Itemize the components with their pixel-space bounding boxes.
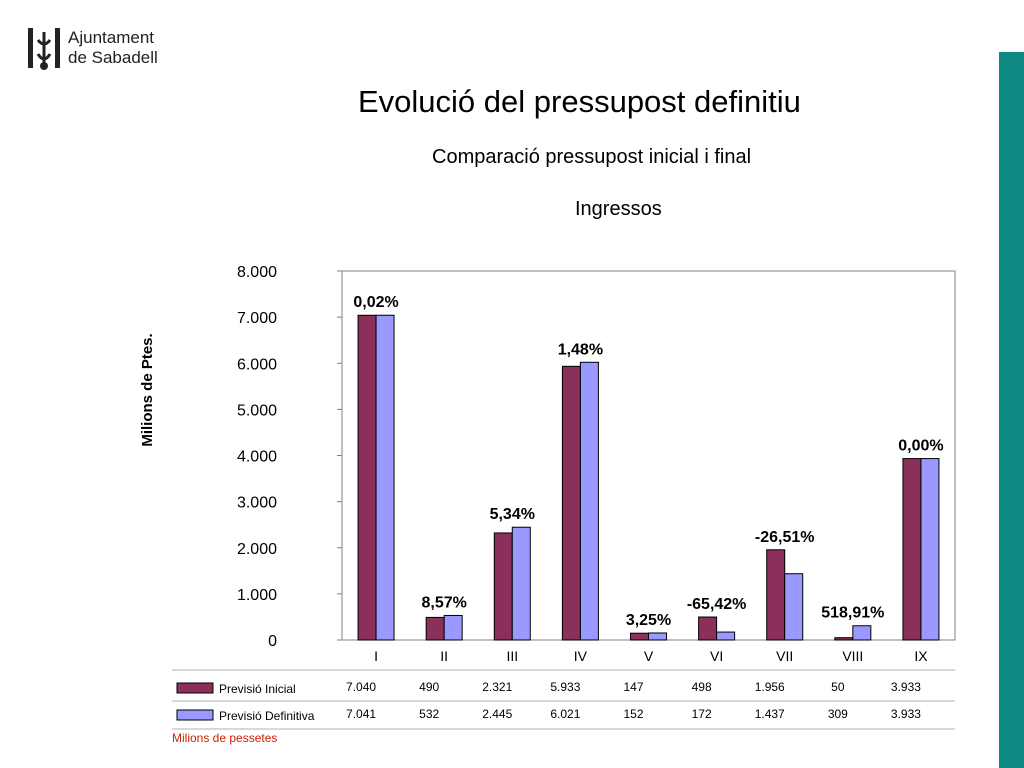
table-cell: 490 — [419, 680, 439, 694]
x-tick-label: VI — [710, 648, 723, 664]
x-tick-label: V — [644, 648, 654, 664]
legend-label: Previsió Inicial — [219, 682, 296, 696]
bar-definitiva — [852, 625, 872, 641]
table-cell: 2.445 — [482, 707, 512, 721]
bar-annotation: 3,25% — [626, 612, 671, 629]
y-tick-label: 6.000 — [237, 356, 277, 373]
bar-inicial — [902, 458, 922, 641]
y-tick-label: 7.000 — [237, 310, 277, 327]
page-title: Evolució del pressupost definitiu — [358, 84, 801, 119]
bar-inicial — [425, 616, 445, 641]
table-cell: 1.956 — [755, 680, 785, 694]
table-cell: 3.933 — [891, 707, 921, 721]
chart-subtitle: Comparació pressupost inicial i final — [432, 146, 752, 168]
y-tick-label: 5.000 — [237, 402, 277, 419]
bar-annotation: 5,34% — [490, 506, 535, 523]
bar-inicial — [357, 314, 377, 641]
y-tick-label: 1.000 — [237, 587, 277, 604]
bar-definitiva — [443, 614, 463, 641]
table-cell: 532 — [419, 707, 439, 721]
bar-annotation: 1,48% — [558, 341, 603, 358]
bar-inicial — [766, 549, 786, 641]
x-tick-label: I — [374, 648, 378, 664]
table-cell: 172 — [692, 707, 712, 721]
org-line2: de Sabadell — [68, 48, 158, 67]
x-tick-label: III — [506, 648, 518, 664]
bar-annotation: -65,42% — [687, 596, 747, 613]
shield-icon — [28, 28, 60, 70]
bar-inicial — [561, 365, 581, 641]
bar-inicial — [698, 616, 718, 641]
table-cell: 7.040 — [346, 680, 376, 694]
bar-definitiva — [375, 314, 395, 641]
table-cell: 309 — [828, 707, 848, 721]
table-cell: 3.933 — [891, 680, 921, 694]
bar-annotation: 0,02% — [353, 294, 398, 311]
x-tick-label: VIII — [842, 648, 863, 664]
units-note: Milions de pessetes — [172, 731, 278, 745]
bar-inicial — [493, 532, 513, 641]
bar-definitiva — [511, 526, 531, 641]
y-tick-label: 0 — [268, 633, 277, 650]
table-cell: 2.321 — [482, 680, 512, 694]
org-line1: Ajuntament — [68, 28, 154, 47]
x-tick-label: IV — [574, 648, 588, 664]
bar-annotation: 8,57% — [421, 594, 466, 611]
table-cell: 50 — [831, 680, 845, 694]
bar-inicial — [630, 632, 649, 641]
x-tick-label: II — [440, 648, 448, 664]
y-tick-label: 2.000 — [237, 541, 277, 558]
bar-annotation: 0,00% — [898, 438, 943, 455]
bar-definitiva — [579, 361, 599, 641]
chart-section: Ingressos — [575, 198, 662, 220]
table-cell: 498 — [692, 680, 712, 694]
accent-bar — [999, 52, 1024, 768]
table-cell: 152 — [623, 707, 643, 721]
bar-annotation: 518,91% — [821, 605, 884, 622]
bar-definitiva — [784, 573, 804, 641]
x-tick-label: VII — [776, 648, 793, 664]
bar-definitiva — [716, 631, 736, 641]
table-cell: 5.933 — [550, 680, 580, 694]
y-tick-label: 4.000 — [237, 449, 277, 466]
org-name: Ajuntament de Sabadell — [68, 28, 158, 68]
bar-definitiva — [920, 458, 940, 641]
table-cell: 6.021 — [550, 707, 580, 721]
table-cell: 7.041 — [346, 707, 376, 721]
y-tick-label: 8.000 — [237, 264, 277, 281]
table-cell: 1.437 — [755, 707, 785, 721]
sabadell-logo: Ajuntament de Sabadell — [26, 24, 186, 76]
x-tick-label: IX — [914, 648, 928, 664]
legend-swatch — [176, 682, 214, 694]
y-tick-label: 3.000 — [237, 495, 277, 512]
plot-area — [341, 270, 956, 641]
legend-label: Previsió Definitiva — [219, 709, 315, 723]
bar-definitiva — [648, 632, 667, 641]
table-cell: 147 — [623, 680, 643, 694]
bar-annotation: -26,51% — [755, 529, 815, 546]
bar-inicial — [834, 637, 854, 641]
legend-swatch — [176, 709, 214, 721]
y-axis-label: Milions de Ptes. — [139, 333, 156, 446]
